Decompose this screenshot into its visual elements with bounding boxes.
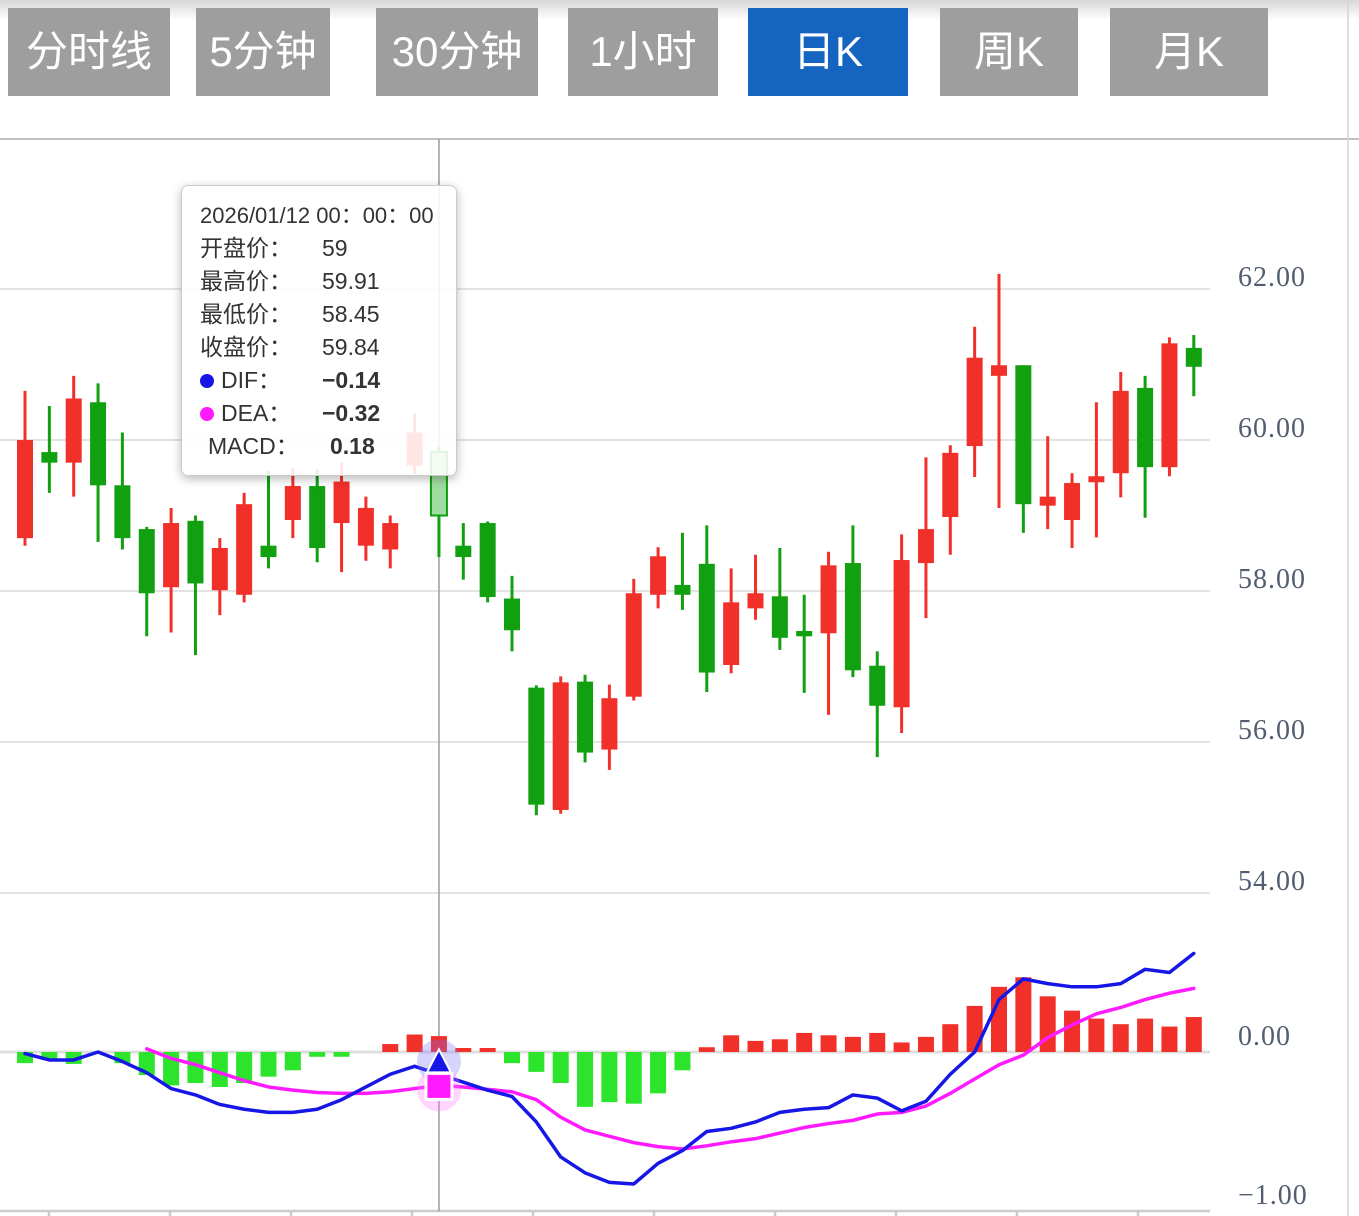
tab-5min[interactable]: 5分钟 [196,8,330,96]
tooltip-open-row: 开盘价： 59 [200,232,456,265]
dif-label: DIF： [221,367,282,393]
candle-tooltip: 2026/01/12 00：00：00 开盘价： 59 最高价： 59.91 最… [181,185,457,476]
tooltip-date: 2026/01/12 00：00：00 [200,203,434,228]
tab-1hour[interactable]: 1小时 [568,8,718,96]
price-axis-label-56: 56.00 [1238,715,1306,746]
tooltip-macd-row: MACD： 0.18 [200,430,456,463]
open-label: 开盘价： [200,235,292,261]
high-label: 最高价： [200,268,292,294]
tab-30min[interactable]: 30分钟 [376,8,538,96]
tooltip-high-row: 最高价： 59.91 [200,265,456,298]
macd-label: MACD： [208,433,299,459]
tab-monthly-k[interactable]: 月K [1110,8,1268,96]
dif-dot-icon [200,373,214,388]
macd-value: 0.18 [330,433,375,459]
tooltip-dif-row: DIF： −0.14 [200,364,456,397]
close-label: 收盘价： [200,334,292,360]
macd-axis-label-0: 0.00 [1238,1021,1291,1052]
high-value: 59.91 [322,268,380,294]
tooltip-close-row: 收盘价： 59.84 [200,331,456,364]
close-value: 59.84 [322,334,380,360]
price-axis-label-54: 54.00 [1238,866,1306,897]
dea-dot-icon [200,406,214,421]
price-axis-label-62: 62.00 [1238,262,1306,293]
price-axis-label-60: 60.00 [1238,413,1306,444]
dea-label-wrap: DEA： [200,397,322,430]
tab-minute-line[interactable]: 分时线 [8,8,170,96]
tab-daily-k[interactable]: 日K [748,8,908,96]
tooltip-low-row: 最低价： 58.45 [200,298,456,331]
macd-axis-label-neg1: −1.00 [1238,1180,1308,1211]
dif-label-wrap: DIF： [200,364,322,397]
low-label: 最低价： [200,301,292,327]
tab-weekly-k[interactable]: 周K [940,8,1078,96]
timeframe-toolbar: 分时线 5分钟 30分钟 1小时 日K 周K 月K [0,0,1359,100]
tooltip-dea-row: DEA： −0.32 [200,397,456,430]
dea-value: −0.32 [322,400,381,426]
price-axis-label-58: 58.00 [1238,564,1306,595]
dif-value: −0.14 [322,367,381,393]
open-value: 59 [322,235,348,261]
low-value: 58.45 [322,301,380,327]
dea-label: DEA： [221,400,292,426]
